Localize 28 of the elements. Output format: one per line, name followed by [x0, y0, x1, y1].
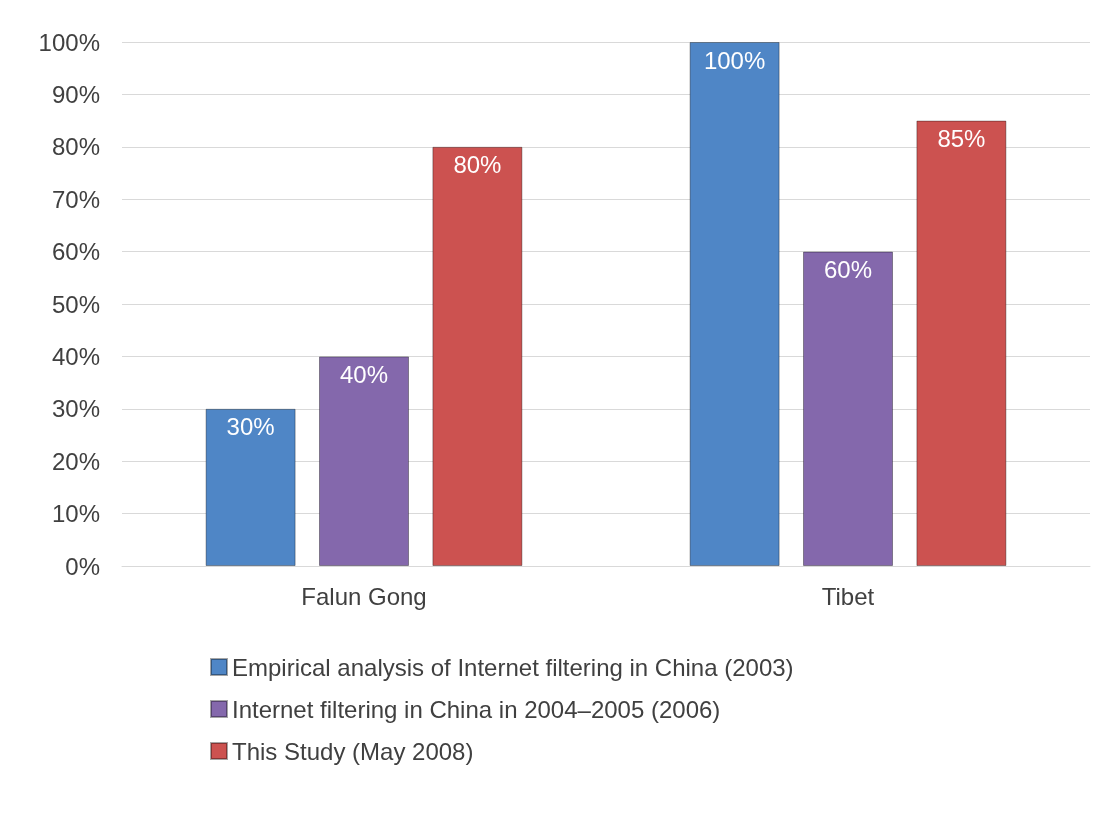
y-tick-label: 20% — [51, 447, 100, 475]
data-label: 40% — [339, 360, 389, 388]
legend-label: This Study (May 2008) — [232, 737, 474, 765]
bar — [432, 146, 523, 566]
y-tick-label: 70% — [51, 185, 100, 213]
y-tick-label: 50% — [51, 290, 100, 318]
bar — [803, 251, 893, 566]
data-label: 60% — [823, 256, 873, 284]
legend-label: Empirical analysis of Internet filtering in China (2003) — [232, 653, 794, 681]
bar — [916, 120, 1007, 566]
legend-label: Internet filtering in China in 2004–2005 (2006) — [232, 695, 721, 723]
y-tick-label: 10% — [51, 500, 100, 528]
y-tick-label: 0% — [65, 552, 100, 580]
y-tick-label: 40% — [51, 342, 100, 370]
y-tick-label: 30% — [51, 395, 100, 423]
bar — [689, 42, 780, 566]
y-tick-label: 100% — [38, 28, 100, 56]
x-tick-label: Tibet — [821, 582, 875, 610]
y-tick-label: 60% — [51, 238, 100, 266]
data-label: 30% — [226, 413, 275, 441]
data-label: 80% — [453, 151, 502, 179]
data-label: 85% — [937, 125, 986, 153]
x-tick-label: Falun Gong — [301, 582, 427, 610]
bar — [319, 356, 409, 566]
y-tick-label: 90% — [51, 80, 100, 108]
y-tick-label: 80% — [51, 133, 100, 161]
data-label: 100% — [703, 46, 766, 74]
bar — [205, 408, 296, 566]
